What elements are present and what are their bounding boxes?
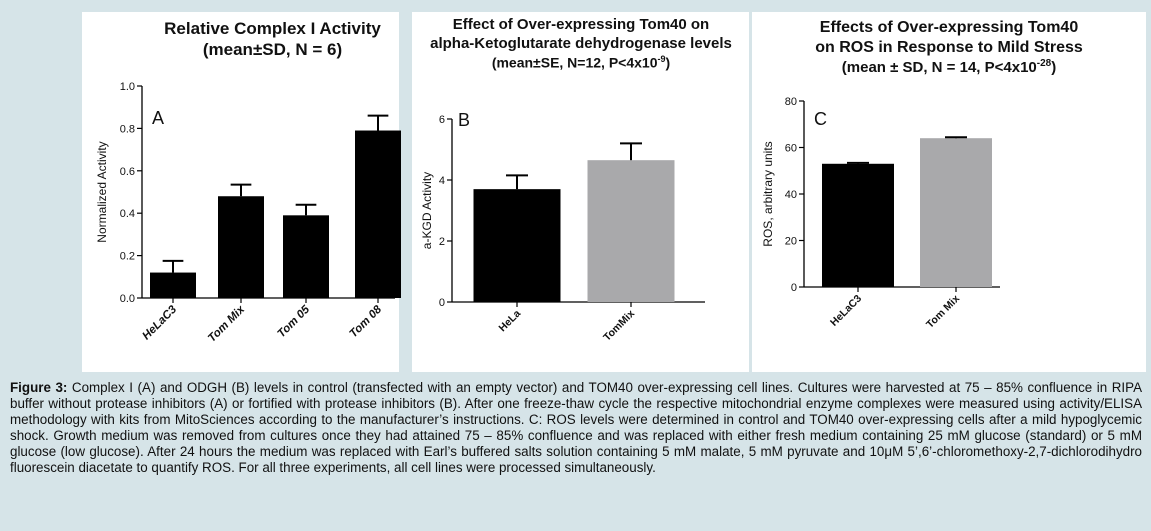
chart-b-title: Effect of Over-expressing Tom40 on alpha… <box>413 16 749 72</box>
chart-b-y-tick-label: 2 <box>439 236 445 248</box>
chart-b-panel-letter: B <box>458 110 470 130</box>
chart-a-y-tick-label: 0.0 <box>120 293 135 305</box>
chart-a-bar <box>150 272 196 298</box>
chart-b-title-line2: alpha-Ketoglutarate dehydrogenase levels <box>430 34 732 52</box>
chart-c-category-label: Tom Mix <box>924 293 962 331</box>
chart-a-panel-letter: A <box>152 108 164 128</box>
chart-b-title-line1: Effect of Over-expressing Tom40 on <box>452 16 710 33</box>
chart-a-y-tick-label: 1.0 <box>120 81 135 93</box>
chart-b-y-axis-label: a-KGD Activity <box>420 172 434 249</box>
chart-a-title-line2: (mean±SD, N = 6) <box>202 40 343 60</box>
chart-a-y-tick-label: 0.2 <box>120 251 135 263</box>
chart-b-title-line3: (mean±SE, N=12, P<4x10-9) <box>491 53 671 71</box>
chart-a-category-label: Tom Mix <box>206 303 248 345</box>
chart-c-title-line2: on ROS in Response to Mild Stress <box>815 39 1083 56</box>
chart-c-panel-letter: C <box>814 109 827 129</box>
chart-b-y-tick-label: 4 <box>439 175 445 187</box>
chart-a-bar <box>283 215 329 298</box>
chart-a-category-label: Tom 05 <box>275 303 312 340</box>
caption-label: Figure 3: <box>10 380 68 395</box>
chart-b-y-tick-label: 0 <box>439 297 445 309</box>
chart-c-y-tick-label: 20 <box>785 236 797 248</box>
chart-b-category-label: TomMix <box>601 308 637 344</box>
chart-a-category-label: Tom 08 <box>347 303 384 340</box>
chart-a-y-axis-label: Normalized Activity <box>95 141 109 242</box>
chart-b-bar <box>473 189 561 302</box>
chart-a-bar <box>218 196 264 298</box>
chart-a-y-tick-label: 0.6 <box>120 166 135 178</box>
chart-b-y-tick-label: 6 <box>439 114 445 126</box>
chart-a-category-label: HeLaC3 <box>140 303 179 342</box>
chart-a-y-tick-label: 0.4 <box>120 208 135 220</box>
chart-c-title-line3: (mean ± SD, N = 14, P<4x10-28) <box>841 58 1057 76</box>
chart-c-y-tick-label: 60 <box>785 143 797 155</box>
caption-text: Complex I (A) and ODGH (B) levels in con… <box>10 380 1143 475</box>
chart-a-title-line1: Relative Complex I Activity <box>164 19 381 38</box>
chart-c-title-line1: Effects of Over-expressing Tom40 <box>819 19 1079 36</box>
chart-c-y-tick-label: 0 <box>791 282 797 294</box>
chart-c-y-tick-label: 80 <box>785 96 797 108</box>
chart-c-bar <box>920 138 992 287</box>
panel-b-background <box>412 12 749 372</box>
chart-c-title: Effects of Over-expressing Tom40 on ROS … <box>752 18 1146 78</box>
chart-b-category-label: HeLa <box>496 308 523 335</box>
chart-b-bar <box>587 160 675 302</box>
chart-a-title: Relative Complex I Activity (mean±SD, N … <box>140 18 405 61</box>
chart-c-y-axis-label: ROS, arbitrary units <box>761 141 775 246</box>
figure-caption: Figure 3: Complex I (A) and ODGH (B) lev… <box>10 380 1142 475</box>
chart-a-bar <box>355 130 401 298</box>
chart-c-category-label: HeLaC3 <box>828 293 864 329</box>
chart-c-bar <box>822 163 894 287</box>
chart-a-y-tick-label: 0.8 <box>120 123 135 135</box>
chart-c-y-tick-label: 40 <box>785 189 797 201</box>
